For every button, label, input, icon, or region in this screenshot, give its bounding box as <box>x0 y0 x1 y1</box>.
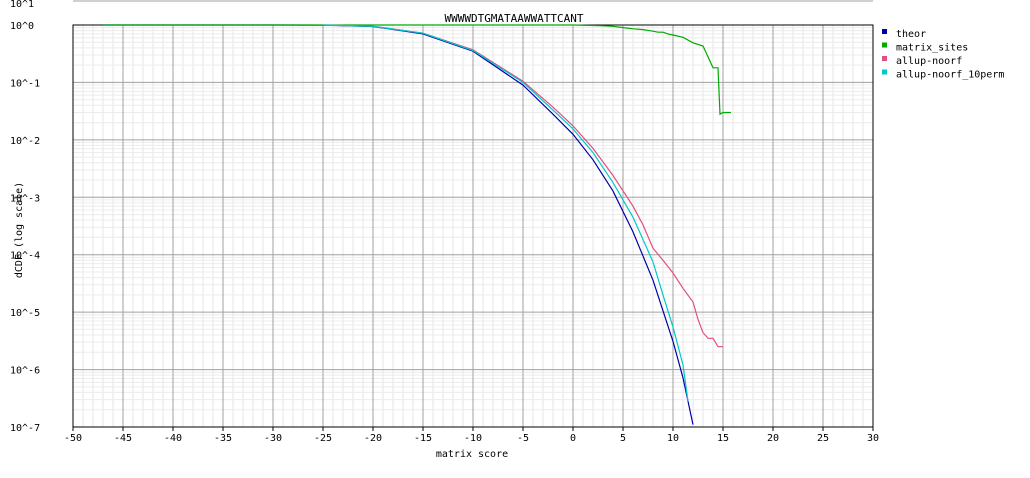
y-tick-label: 10^-5 <box>10 308 40 319</box>
y-tick-label: 10^-1 <box>10 78 40 89</box>
legend-label-allup-noorf: allup-noorf <box>896 56 962 67</box>
x-tick-label: 20 <box>767 433 779 444</box>
y-tick-label: 10^-3 <box>10 193 40 204</box>
x-tick-label: -15 <box>414 433 432 444</box>
x-tick-label: 30 <box>867 433 879 444</box>
series-layer <box>103 24 731 425</box>
x-tick-label: -25 <box>314 433 332 444</box>
series-line-allup-noorf_10perm <box>322 24 689 402</box>
y-axis-label: dCDF (log scale) <box>14 182 25 278</box>
x-tick-label: -20 <box>364 433 382 444</box>
y-tick-label: 10^-6 <box>10 366 40 377</box>
x-tick-label: 10 <box>667 433 679 444</box>
legend-label-theor: theor <box>896 29 926 40</box>
y-ticks: 10^0 10^-1 10^-2 10^-3 10^-4 10^-5 10^-6 10^-7 <box>10 21 40 434</box>
y-tick-label: 10^-7 <box>10 423 40 434</box>
top-partial-tick: 10^1 <box>10 0 34 10</box>
legend: theor matrix_sites allup-noorf allup-noorf_… <box>882 29 1004 81</box>
chart-title: WWWWDTGMATAAWWATTCANT <box>444 12 583 25</box>
x-ticks: -50 -45 -40 -35 -30 -25 -20 -15 -10 -5 0 5 10 15 20 25 3… <box>64 427 879 444</box>
legend-label-matrix_sites: matrix_sites <box>896 43 968 54</box>
x-tick-label: -45 <box>114 433 132 444</box>
series-line-allup-noorf <box>322 24 723 348</box>
x-axis-label: matrix score <box>436 449 508 460</box>
x-tick-label: -5 <box>517 433 529 444</box>
x-tick-label: -30 <box>264 433 282 444</box>
x-tick-label: -50 <box>64 433 82 444</box>
legend-swatch-allup-noorf_10perm <box>882 69 887 75</box>
x-tick-label: 0 <box>570 433 576 444</box>
y-tick-label: 10^-4 <box>10 251 40 262</box>
legend-label-allup-noorf_10perm: allup-noorf_10perm <box>896 70 1004 81</box>
x-tick-label: 25 <box>817 433 829 444</box>
x-tick-label: 5 <box>620 433 626 444</box>
series-line-matrix_sites <box>103 24 731 116</box>
y-tick-label: 10^-2 <box>10 136 40 147</box>
legend-swatch-matrix_sites <box>882 42 887 48</box>
legend-swatch-allup-noorf <box>882 56 887 61</box>
x-tick-label: 15 <box>717 433 729 444</box>
x-tick-label: -40 <box>164 433 182 444</box>
legend-swatch-theor <box>882 29 887 34</box>
y-tick-label: 10^0 <box>10 21 34 32</box>
x-tick-label: -10 <box>464 433 482 444</box>
x-tick-label: -35 <box>214 433 232 444</box>
